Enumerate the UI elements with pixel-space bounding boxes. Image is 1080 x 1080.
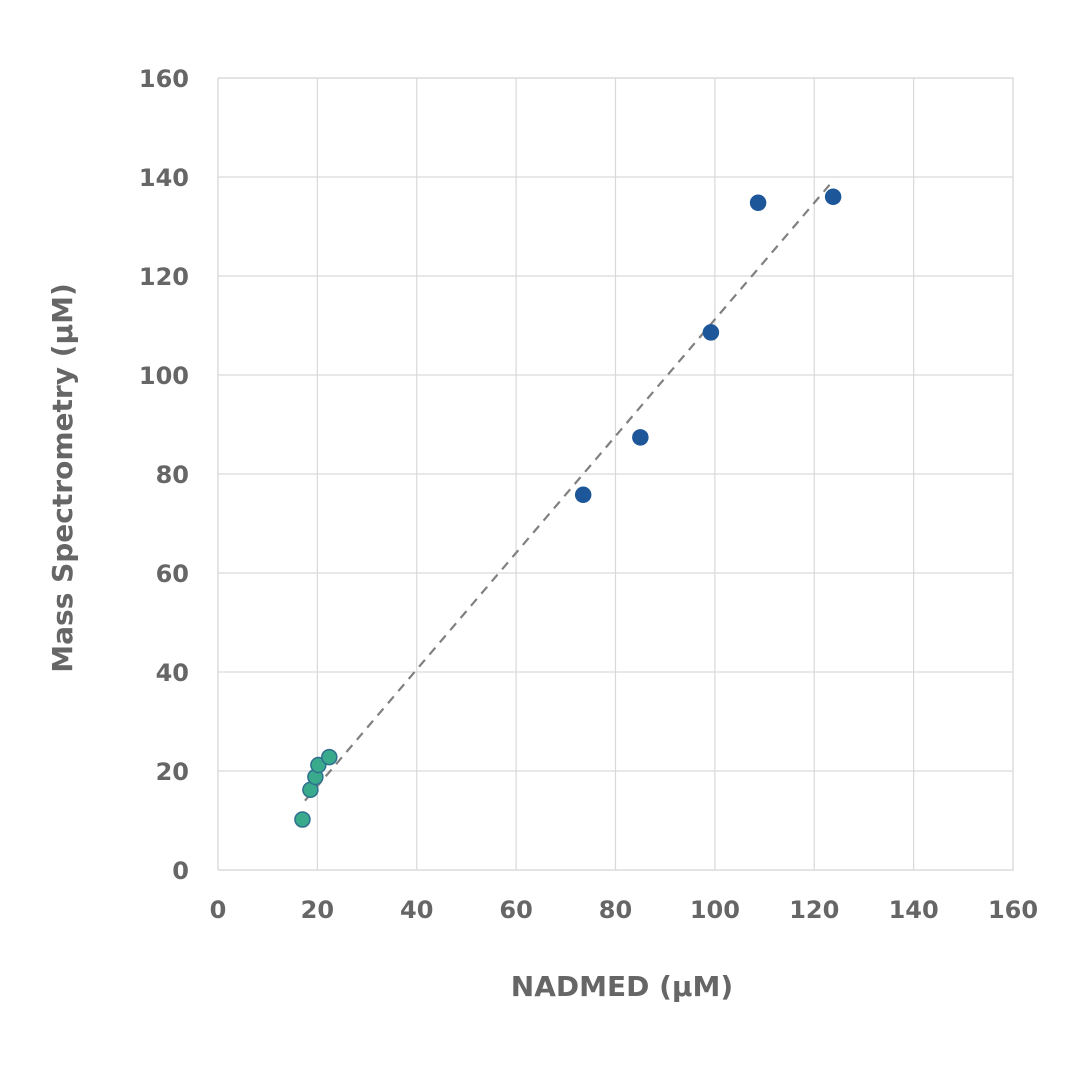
x-tick-label: 160 [988, 896, 1038, 924]
y-tick-label: 60 [156, 560, 189, 588]
data-point [574, 486, 592, 504]
x-tick-label: 60 [499, 896, 532, 924]
x-tick-label: 120 [789, 896, 839, 924]
x-tick-label: 100 [690, 896, 740, 924]
data-point [702, 324, 720, 341]
x-tick-label: 20 [301, 896, 334, 924]
trendline [304, 178, 835, 802]
y-axis-ticks: 0 20 40 60 80 100 120 140 160 [139, 65, 189, 885]
y-tick-label: 100 [139, 362, 189, 390]
trendline-layer [304, 178, 835, 802]
x-tick-label: 140 [889, 896, 939, 924]
plot-area-border [217, 77, 1014, 871]
x-tick-label: 80 [599, 896, 632, 924]
data-point [294, 811, 311, 828]
data-point [632, 429, 649, 446]
y-tick-label: 120 [139, 263, 189, 291]
data-point [824, 188, 842, 206]
y-tick-label: 140 [139, 164, 189, 192]
y-axis-title: Mass Spectrometry (µM) [46, 283, 79, 672]
data-point [321, 748, 338, 766]
x-tick-label: 40 [400, 896, 433, 924]
gridlines [217, 77, 1014, 871]
data-point [310, 756, 327, 774]
y-tick-label: 40 [156, 659, 189, 687]
data-point [749, 194, 767, 211]
x-axis-title: NADMED (µM) [511, 970, 733, 1003]
x-tick-label: 0 [210, 896, 227, 924]
y-tick-label: 20 [156, 758, 189, 786]
y-tick-label: 0 [172, 857, 189, 885]
y-tick-label: 160 [139, 65, 189, 93]
data-points [294, 188, 842, 828]
y-tick-label: 80 [156, 461, 189, 489]
x-axis-ticks: 0 20 40 60 80 100 120 140 160 [210, 896, 1038, 924]
